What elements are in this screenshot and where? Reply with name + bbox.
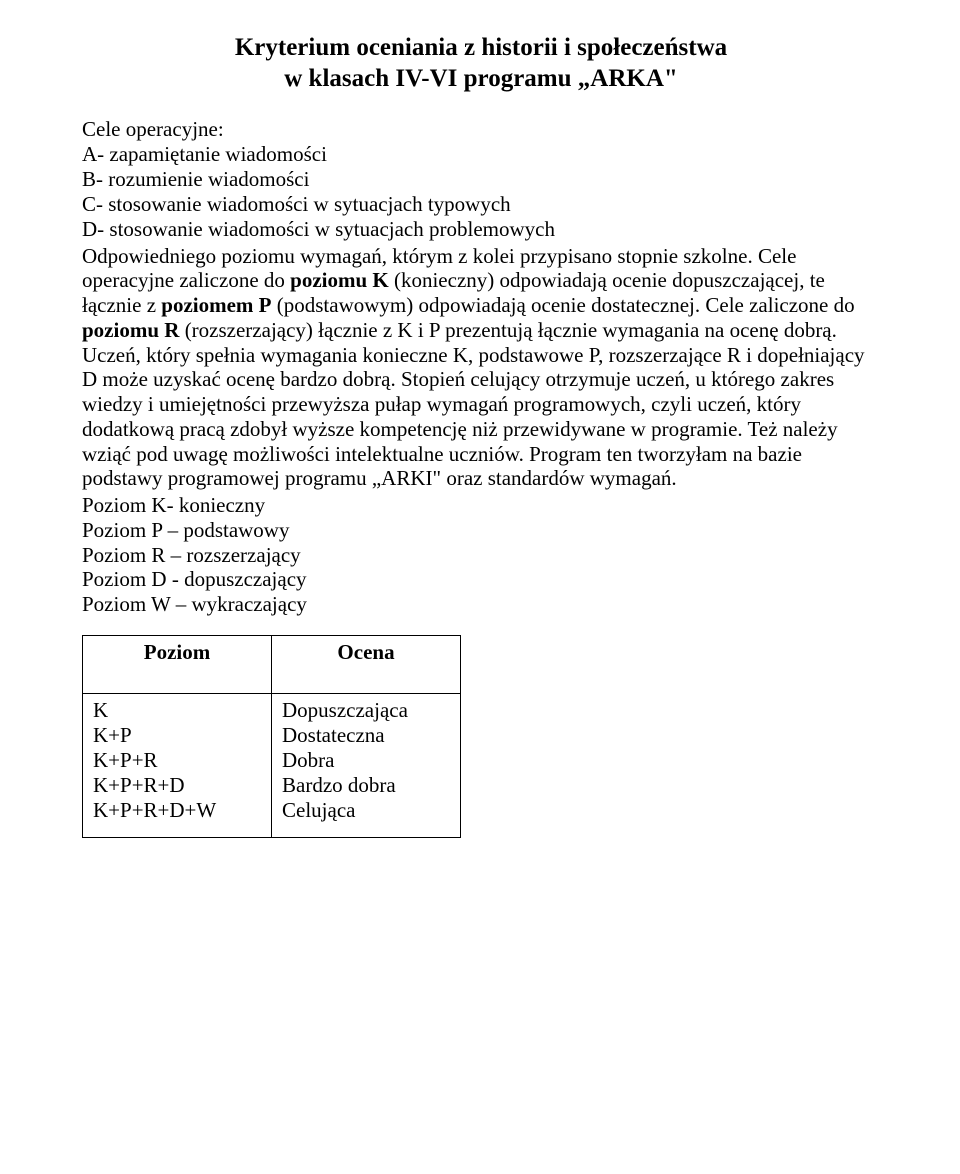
cell-grade-line: Dobra — [282, 748, 450, 773]
header-grade: Ocena — [272, 635, 461, 693]
grade-table-wrap: Poziom Ocena K K+P K+P+R K+P+R+D K+P+R+D… — [82, 635, 880, 838]
level-k: Poziom K- konieczny — [82, 493, 880, 518]
grade-table: Poziom Ocena K K+P K+P+R K+P+R+D K+P+R+D… — [82, 635, 461, 838]
cell-level-line: K — [93, 698, 261, 723]
cell-level-line: K+P+R — [93, 748, 261, 773]
cell-grade-line: Dopuszczająca — [282, 698, 450, 723]
cell-level-line: K+P+R+D+W — [93, 798, 261, 823]
levels-list: Poziom K- konieczny Poziom P – podstawow… — [82, 493, 880, 617]
goals-heading: Cele operacyjne: — [82, 117, 880, 142]
document-page: Kryterium oceniania z historii i społecz… — [0, 0, 960, 1174]
goal-a: A- zapamiętanie wiadomości — [82, 142, 880, 167]
table-header-row: Poziom Ocena — [83, 635, 461, 693]
title-line-1: Kryterium oceniania z historii i społecz… — [235, 34, 727, 61]
cell-grade-line: Bardzo dobra — [282, 773, 450, 798]
body-seg-4: (rozszerzający) łącznie z K i P prezentu… — [82, 318, 865, 491]
cell-level-line: K+P+R+D — [93, 773, 261, 798]
level-r: Poziom R – rozszerzający — [82, 543, 880, 568]
cell-levels: K K+P K+P+R K+P+R+D K+P+R+D+W — [83, 693, 272, 837]
cell-grade-line: Celująca — [282, 798, 450, 823]
title-line-2: w klasach IV-VI programu „ARKA" — [82, 63, 880, 94]
bold-poziom-p: poziomem P — [161, 293, 271, 317]
body-seg-3: (podstawowym) odpowiadają ocenie dostate… — [272, 293, 855, 317]
cell-grades: Dopuszczająca Dostateczna Dobra Bardzo d… — [272, 693, 461, 837]
header-level: Poziom — [83, 635, 272, 693]
body-paragraph: Odpowiedniego poziomu wymagań, którym z … — [82, 244, 880, 492]
bold-poziom-k: poziomu K — [290, 268, 389, 292]
level-d: Poziom D - dopuszczający — [82, 567, 880, 592]
goal-c: C- stosowanie wiadomości w sytuacjach ty… — [82, 192, 880, 217]
level-p: Poziom P – podstawowy — [82, 518, 880, 543]
cell-level-line: K+P — [93, 723, 261, 748]
goal-b: B- rozumienie wiadomości — [82, 167, 880, 192]
level-w: Poziom W – wykraczający — [82, 592, 880, 617]
document-title: Kryterium oceniania z historii i społecz… — [82, 32, 880, 95]
cell-grade-line: Dostateczna — [282, 723, 450, 748]
table-body-row: K K+P K+P+R K+P+R+D K+P+R+D+W Dopuszczaj… — [83, 693, 461, 837]
bold-poziom-r: poziomu R — [82, 318, 179, 342]
goal-d: D- stosowanie wiadomości w sytuacjach pr… — [82, 217, 880, 242]
